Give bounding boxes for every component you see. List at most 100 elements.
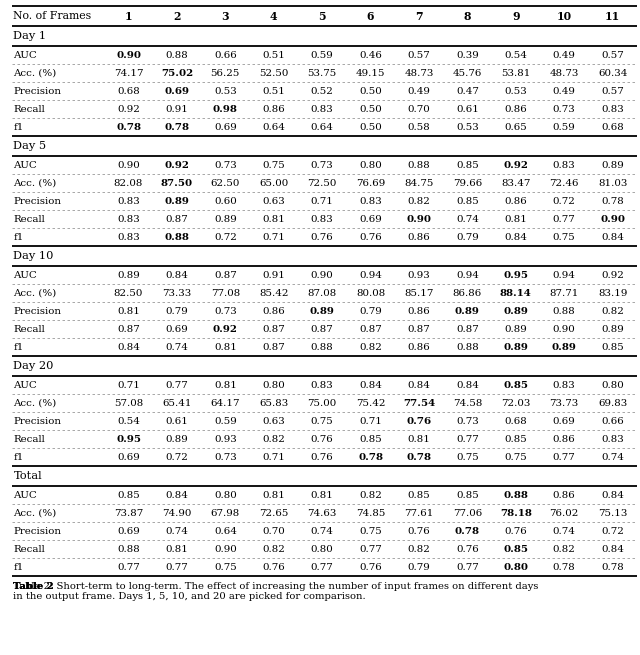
Text: 0.69: 0.69 (553, 417, 575, 426)
Text: 0.83: 0.83 (311, 381, 333, 390)
Text: 0.49: 0.49 (553, 50, 575, 60)
Text: 0.88: 0.88 (311, 343, 333, 352)
Text: 0.84: 0.84 (166, 491, 188, 500)
Text: 82.50: 82.50 (114, 288, 143, 297)
Text: 0.80: 0.80 (262, 381, 285, 390)
Text: 0.77: 0.77 (359, 544, 382, 553)
Text: 0.78: 0.78 (358, 453, 383, 462)
Text: No. of Frames: No. of Frames (13, 11, 92, 21)
Text: 0.89: 0.89 (455, 307, 480, 316)
Text: 0.88: 0.88 (166, 50, 188, 60)
Text: 0.92: 0.92 (601, 271, 624, 280)
Text: 8: 8 (463, 10, 471, 22)
Text: 4: 4 (270, 10, 278, 22)
Text: 0.64: 0.64 (214, 527, 237, 536)
Text: 72.46: 72.46 (549, 179, 579, 187)
Text: 88.14: 88.14 (500, 288, 532, 297)
Text: 0.83: 0.83 (359, 196, 382, 206)
Text: 0.83: 0.83 (117, 233, 140, 242)
Text: 86.86: 86.86 (452, 288, 482, 297)
Text: 0.76: 0.76 (504, 527, 527, 536)
Text: 0.81: 0.81 (166, 544, 188, 553)
Text: 65.00: 65.00 (259, 179, 289, 187)
Text: 0.83: 0.83 (553, 381, 575, 390)
Text: 87.50: 87.50 (161, 179, 193, 187)
Text: Acc. (%): Acc. (%) (13, 288, 57, 297)
Text: 81.03: 81.03 (598, 179, 627, 187)
Text: Precision: Precision (13, 307, 61, 316)
Text: 0.63: 0.63 (262, 417, 285, 426)
Text: 0.80: 0.80 (503, 563, 528, 572)
Text: 77.06: 77.06 (452, 508, 482, 517)
Text: 65.41: 65.41 (162, 398, 192, 407)
Text: 0.85: 0.85 (601, 343, 624, 352)
Text: f1: f1 (13, 233, 24, 242)
Text: 79.66: 79.66 (452, 179, 482, 187)
Text: 0.47: 0.47 (456, 86, 479, 96)
Text: 0.75: 0.75 (359, 527, 382, 536)
Text: AUC: AUC (13, 271, 37, 280)
Text: 0.75: 0.75 (214, 563, 237, 572)
Text: 0.46: 0.46 (359, 50, 382, 60)
Text: 0.82: 0.82 (408, 196, 431, 206)
Text: 0.63: 0.63 (262, 196, 285, 206)
Text: 0.94: 0.94 (359, 271, 382, 280)
Text: 0.86: 0.86 (408, 233, 430, 242)
Text: 0.81: 0.81 (214, 381, 237, 390)
Text: 0.71: 0.71 (117, 381, 140, 390)
Text: 0.57: 0.57 (408, 50, 430, 60)
Text: 83.47: 83.47 (501, 179, 531, 187)
Text: 0.77: 0.77 (553, 453, 575, 462)
Text: 0.85: 0.85 (117, 491, 140, 500)
Text: 0.89: 0.89 (601, 324, 624, 333)
Text: 0.70: 0.70 (408, 105, 430, 113)
Text: 53.75: 53.75 (308, 69, 337, 77)
Text: 0.72: 0.72 (166, 453, 188, 462)
Text: 0.73: 0.73 (456, 417, 479, 426)
Text: 74.58: 74.58 (452, 398, 482, 407)
Text: 0.69: 0.69 (359, 214, 382, 223)
Text: 0.90: 0.90 (600, 214, 625, 223)
Text: 0.76: 0.76 (311, 453, 333, 462)
Text: Recall: Recall (13, 544, 45, 553)
Text: 0.76: 0.76 (359, 233, 382, 242)
Text: 0.59: 0.59 (553, 122, 575, 132)
Text: 0.81: 0.81 (504, 214, 527, 223)
Text: 0.88: 0.88 (117, 544, 140, 553)
Text: 73.73: 73.73 (550, 398, 579, 407)
Text: 0.76: 0.76 (456, 544, 479, 553)
Text: 0.83: 0.83 (117, 214, 140, 223)
Text: 0.78: 0.78 (553, 563, 575, 572)
Text: 0.94: 0.94 (456, 271, 479, 280)
Text: 0.74: 0.74 (456, 214, 479, 223)
Text: 85.17: 85.17 (404, 288, 434, 297)
Text: 0.90: 0.90 (117, 160, 140, 170)
Text: 0.77: 0.77 (166, 381, 188, 390)
Text: 0.51: 0.51 (262, 86, 285, 96)
Text: 0.91: 0.91 (166, 105, 188, 113)
Text: 0.75: 0.75 (553, 233, 575, 242)
Text: 75.13: 75.13 (598, 508, 627, 517)
Text: 0.75: 0.75 (504, 453, 527, 462)
Text: Table 2: Short-term to long-term. The effect of increasing the number of input f: Table 2: Short-term to long-term. The ef… (13, 582, 539, 601)
Text: 0.93: 0.93 (214, 434, 237, 443)
Text: 0.57: 0.57 (601, 50, 624, 60)
Text: 0.73: 0.73 (553, 105, 575, 113)
Text: 0.87: 0.87 (408, 324, 430, 333)
Text: 0.81: 0.81 (262, 491, 285, 500)
Text: 0.92: 0.92 (503, 160, 528, 170)
Text: Table 2: Table 2 (13, 582, 54, 591)
Text: 0.85: 0.85 (504, 434, 527, 443)
Text: Precision: Precision (13, 86, 61, 96)
Text: 0.86: 0.86 (408, 343, 430, 352)
Text: 0.87: 0.87 (456, 324, 479, 333)
Text: 0.85: 0.85 (456, 491, 479, 500)
Text: 0.85: 0.85 (456, 196, 479, 206)
Text: 0.94: 0.94 (553, 271, 575, 280)
Text: 0.70: 0.70 (262, 527, 285, 536)
Text: 0.57: 0.57 (601, 86, 624, 96)
Text: 62.50: 62.50 (211, 179, 240, 187)
Text: 0.71: 0.71 (262, 233, 285, 242)
Text: 11: 11 (605, 10, 620, 22)
Text: 0.93: 0.93 (408, 271, 430, 280)
